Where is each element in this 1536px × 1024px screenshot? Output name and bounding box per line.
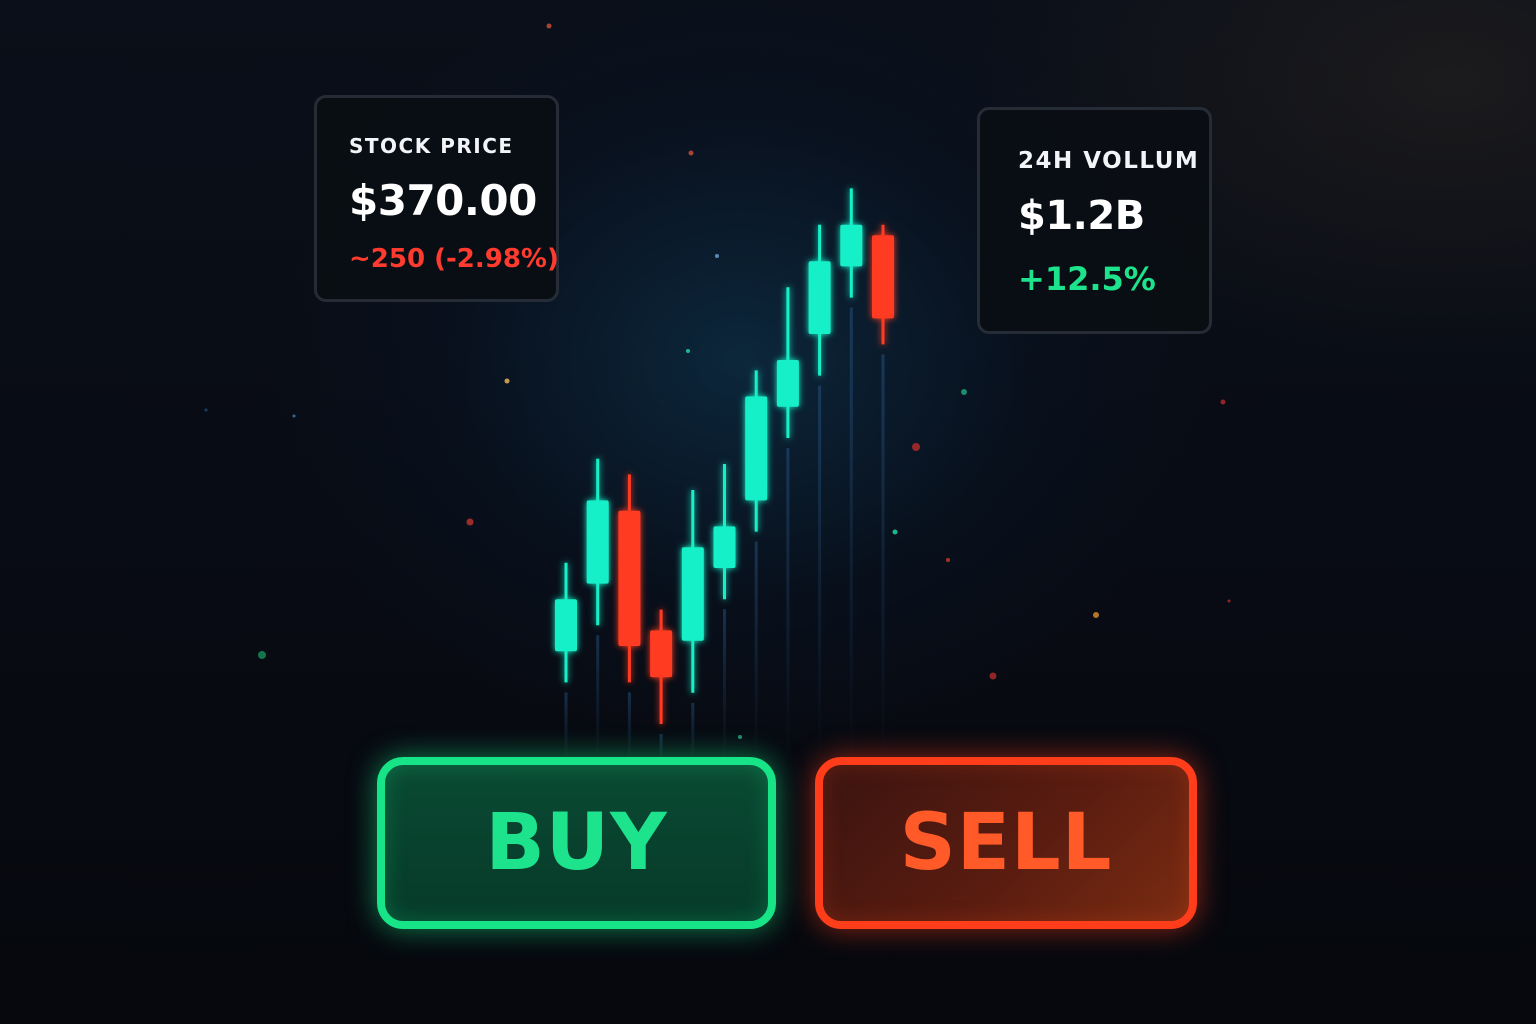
candle-3: [618, 474, 641, 683]
stock-price-label: STOCK PRICE: [349, 134, 514, 158]
volume-card: 24H VOLLUM $1.2B +12.5%: [977, 107, 1212, 334]
candle-reflection: [849, 307, 853, 760]
particle: [546, 23, 552, 29]
particle: [738, 735, 742, 739]
candle-body: [808, 261, 831, 334]
particle: [688, 150, 694, 156]
particle: [466, 518, 474, 526]
particle: [946, 558, 950, 562]
candle-9: [808, 224, 831, 376]
sell-button[interactable]: SELL: [815, 757, 1197, 929]
candle-reflection: [818, 385, 822, 760]
candle-2: [586, 458, 609, 626]
particle: [258, 651, 266, 659]
stock-price-change: ~250 (-2.98%): [349, 244, 559, 274]
stock-price-value: $370.00: [349, 176, 537, 225]
candle-body: [586, 500, 609, 584]
particle: [715, 254, 719, 258]
candle-5: [681, 490, 704, 693]
particle: [892, 529, 898, 535]
sell-button-label: SELL: [899, 798, 1113, 888]
candle-reflection: [659, 734, 663, 760]
buy-button-label: BUY: [485, 798, 668, 888]
buy-button[interactable]: BUY: [377, 757, 776, 929]
candle-reflection: [691, 702, 695, 760]
volume-label: 24H VOLLUM: [1018, 148, 1200, 174]
particle: [686, 349, 690, 353]
candle-reflection: [754, 541, 758, 760]
candle-body: [776, 360, 799, 407]
candle-1: [555, 562, 577, 683]
particle: [1227, 599, 1231, 603]
candle-reflection: [564, 692, 568, 760]
candle-reflections: [564, 307, 885, 760]
candle-body: [745, 396, 768, 501]
candle-body: [872, 235, 894, 319]
candle-reflection: [723, 609, 726, 760]
candle-10: [840, 188, 863, 298]
candle-body: [618, 510, 641, 646]
candle-reflection: [627, 692, 631, 760]
candle-body: [650, 630, 673, 678]
candle-6: [713, 464, 736, 600]
candle-body: [555, 599, 577, 652]
volume-value: $1.2B: [1018, 193, 1145, 239]
particle: [204, 408, 208, 412]
candle-11: [872, 224, 894, 345]
particle: [912, 443, 920, 451]
candle-body: [840, 224, 863, 267]
particle: [1220, 399, 1226, 405]
particle: [989, 672, 997, 680]
candle-body: [681, 547, 704, 641]
particle: [504, 378, 510, 384]
candle-7: [745, 370, 768, 532]
candles: [555, 188, 894, 724]
candle-body: [713, 526, 736, 568]
candle-8: [776, 287, 799, 438]
volume-change: +12.5%: [1018, 260, 1156, 298]
stock-price-card: STOCK PRICE $370.00 ~250 (-2.98%): [314, 95, 559, 302]
candle-reflection: [881, 354, 885, 760]
candle-4: [650, 609, 673, 724]
background-particles: [204, 23, 1231, 739]
candle-reflection: [786, 448, 790, 760]
candle-reflection: [596, 635, 600, 760]
particle: [961, 389, 967, 395]
particle: [292, 414, 296, 418]
particle: [1093, 612, 1099, 618]
